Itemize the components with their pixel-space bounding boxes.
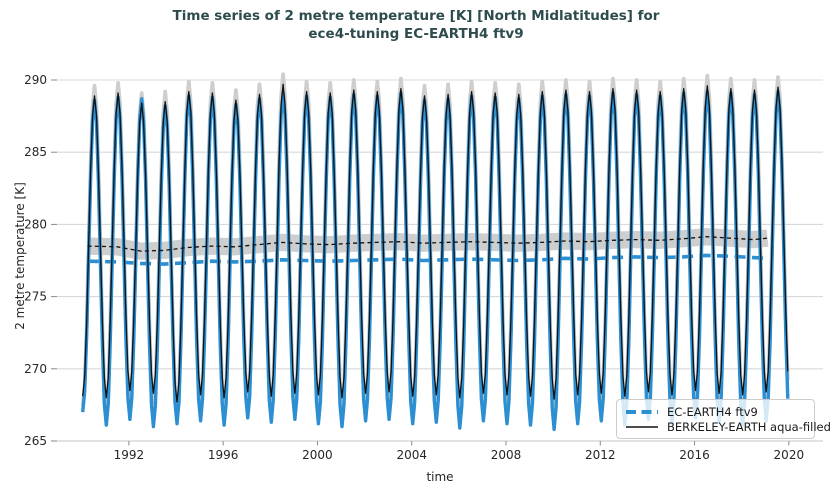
ytick-label-275: 275 (24, 290, 47, 304)
berkeley-monthly-line (82, 83, 789, 403)
xtick-label-2016: 2016 (679, 448, 710, 462)
ytick-label-280: 280 (24, 217, 47, 231)
legend-item-berkeley: BERKELEY-EARTH aqua-filled (625, 419, 831, 434)
ytick-label-285: 285 (24, 145, 47, 159)
legend-label-berkeley: BERKELEY-EARTH aqua-filled (667, 419, 831, 434)
chart-title-line2: ece4-tuning EC-EARTH4 ftv9 (308, 26, 524, 42)
xtick-label-2000: 2000 (302, 448, 333, 462)
xtick-label-1996: 1996 (208, 448, 239, 462)
chart-title: Time series of 2 metre temperature [K] [… (0, 7, 832, 43)
ytick-label-270: 270 (24, 362, 47, 376)
xtick-label-2020: 2020 (774, 448, 805, 462)
dashed-blue-line-icon (626, 409, 658, 414)
y-axis-label: 2 metre temperature [K] (13, 182, 27, 330)
ytick-label-290: 290 (24, 73, 47, 87)
solid-black-line-icon (626, 425, 658, 428)
legend-label-ecearth: EC-EARTH4 ftv9 (667, 404, 758, 419)
berkeley-running-mean-line (87, 236, 768, 252)
chart-title-line1: Time series of 2 metre temperature [K] [… (172, 8, 660, 24)
xtick-label-2004: 2004 (396, 448, 427, 462)
x-axis-label: time (426, 470, 454, 484)
legend-item-ecearth: EC-EARTH4 ftv9 (625, 404, 806, 419)
xtick-label-2008: 2008 (491, 448, 522, 462)
legend: EC-EARTH4 ftv9 BERKELEY-EARTH aqua-fille… (616, 399, 831, 439)
xtick-label-2012: 2012 (585, 448, 616, 462)
ytick-label-265: 265 (24, 434, 47, 448)
xtick-label-1992: 1992 (114, 448, 145, 462)
